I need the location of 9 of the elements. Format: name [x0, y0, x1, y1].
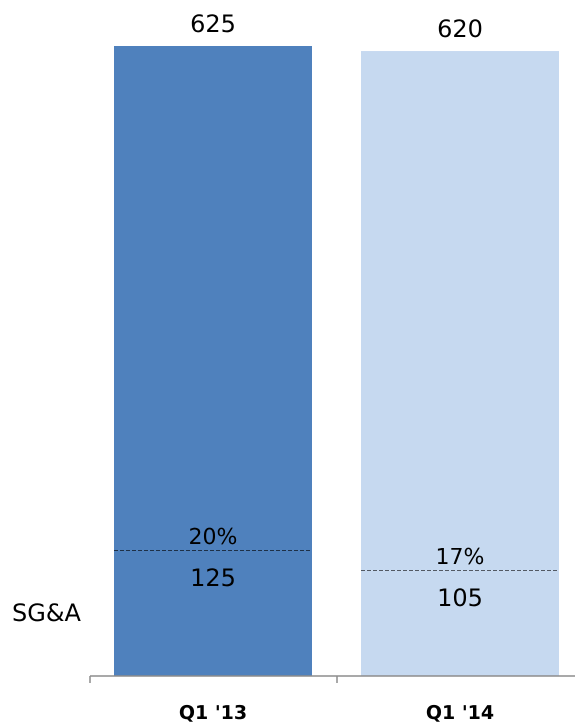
x-tick-label: Q1 '13 [178, 702, 248, 724]
x-tick-label: Q1 '14 [426, 702, 494, 724]
series-label: SG&A [12, 599, 82, 627]
data-label: 105 [437, 584, 483, 612]
total-label: 620 [437, 15, 483, 44]
annotation: 20% [188, 525, 238, 550]
data-label: 125 [190, 564, 236, 592]
total-label: 625 [190, 10, 236, 38]
annotation: 17% [436, 545, 484, 570]
